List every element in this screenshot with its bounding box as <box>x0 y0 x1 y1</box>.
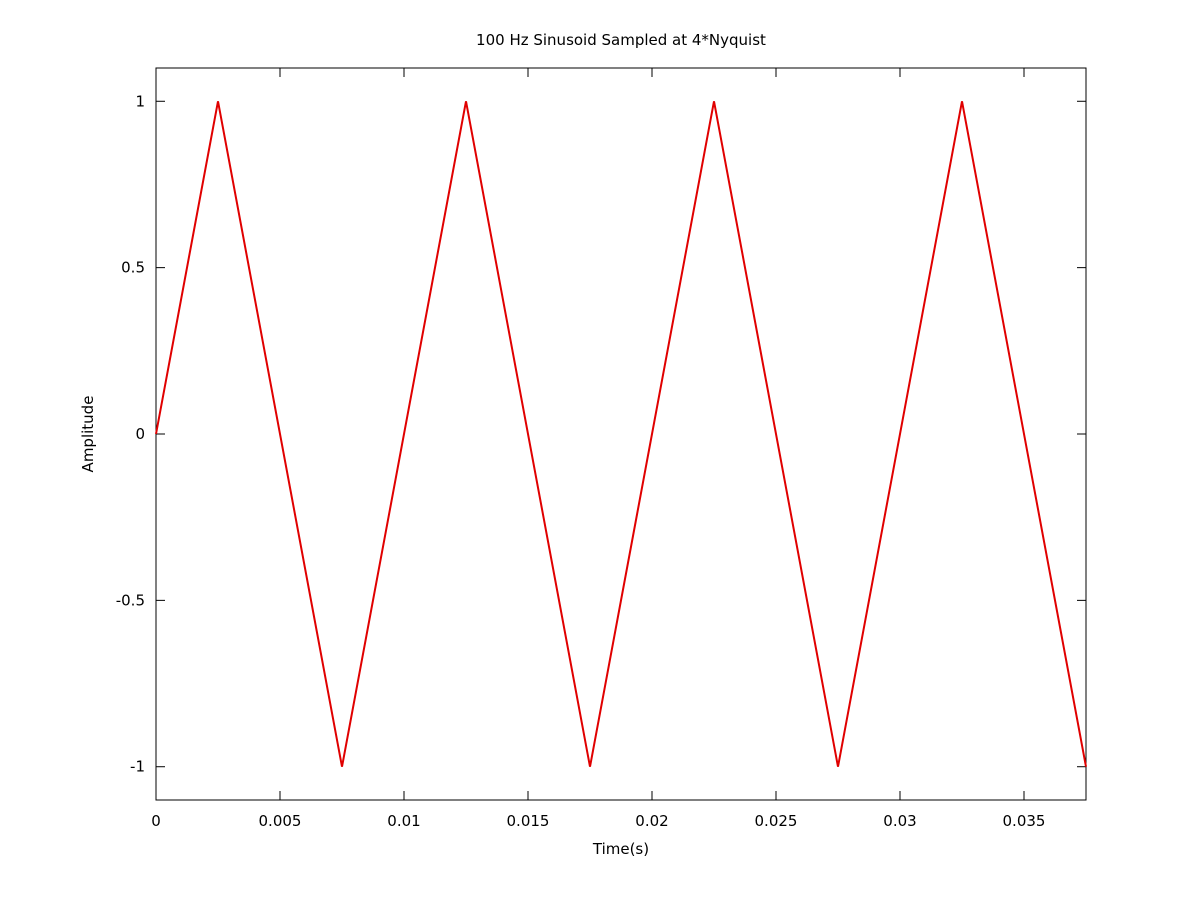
x-axis-label: Time(s) <box>592 840 649 858</box>
x-axis-ticks: 0 0.005 0.01 0.015 0.02 0.025 0.03 0.035 <box>151 68 1045 830</box>
series-layer <box>155 101 1087 767</box>
x-tick-label: 0.01 <box>387 812 420 830</box>
y-tick-label: 1 <box>135 92 145 110</box>
y-tick-label: -1 <box>130 758 145 776</box>
x-tick-label: 0.025 <box>755 812 798 830</box>
y-tick-label: -0.5 <box>116 591 145 609</box>
x-tick-label: 0 <box>151 812 161 830</box>
y-tick-label: 0 <box>135 425 145 443</box>
y-axis-label: Amplitude <box>79 396 97 473</box>
x-tick-label: 0.015 <box>507 812 550 830</box>
chart-title: 100 Hz Sinusoid Sampled at 4*Nyquist <box>476 31 766 49</box>
x-tick-label: 0.035 <box>1003 812 1046 830</box>
x-tick-label: 0.005 <box>259 812 302 830</box>
series-line <box>155 101 1087 767</box>
plot-area-border <box>155 67 1087 801</box>
y-tick-label: 0.5 <box>121 259 145 277</box>
x-tick-label: 0.03 <box>883 812 916 830</box>
y-axis-ticks: 1 0.5 0 -0.5 -1 <box>116 92 1086 776</box>
x-tick-label: 0.02 <box>635 812 668 830</box>
